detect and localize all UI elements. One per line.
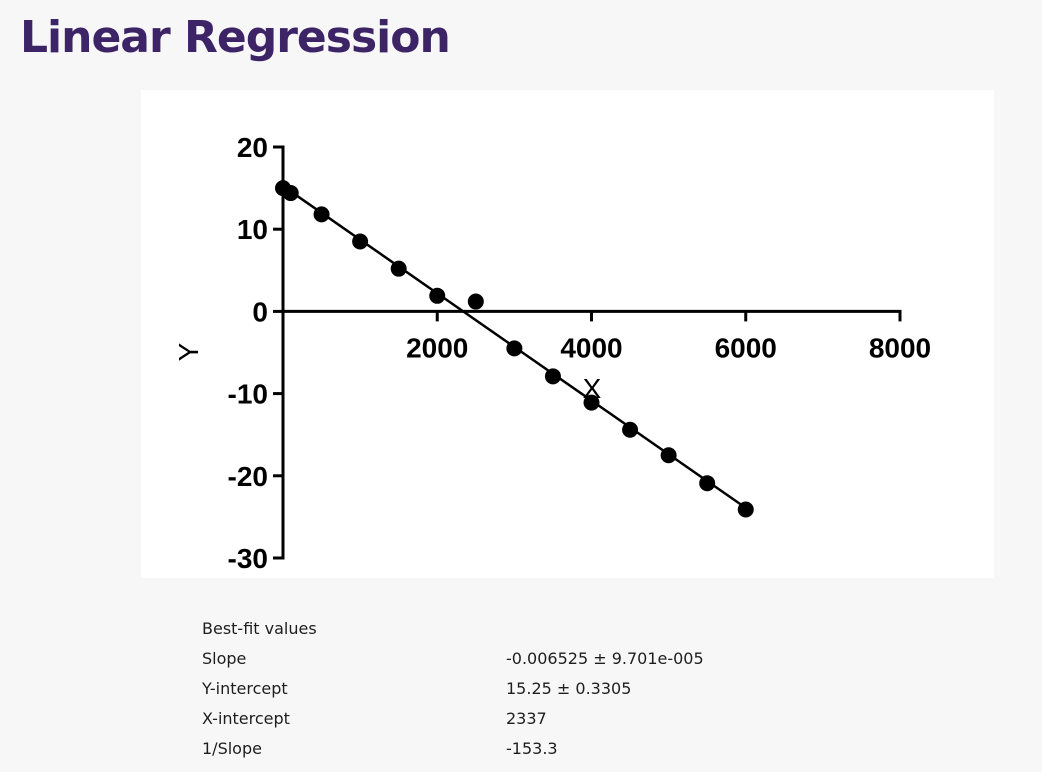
y-tick-label: -10: [228, 379, 268, 410]
data-point: [313, 206, 330, 223]
stats-value: 15.25 ± 0.3305: [506, 679, 632, 698]
data-point: [390, 260, 407, 277]
stats-label: Y-intercept: [202, 679, 288, 698]
data-point: [352, 233, 369, 250]
x-tick-label: 4000: [560, 332, 622, 363]
stats-row-slope: Slope -0.006525 ± 9.701e-005: [202, 644, 802, 674]
y-ticks: 20 10 0 -10 -20 -30: [228, 132, 283, 574]
y-tick-label: -20: [228, 461, 268, 492]
data-point: [429, 287, 446, 304]
page-title: Linear Regression: [20, 12, 451, 63]
stats-label: 1/Slope: [202, 739, 262, 758]
y-tick-label: 20: [237, 132, 268, 163]
data-points: [275, 180, 754, 518]
best-fit-header: Best-fit values: [202, 619, 317, 638]
stats-row-inverse-slope: 1/Slope -153.3: [202, 734, 802, 764]
y-tick-label: 10: [237, 214, 268, 245]
data-point: [467, 293, 484, 310]
stats-row-y-intercept: Y-intercept 15.25 ± 0.3305: [202, 674, 802, 704]
data-point: [583, 394, 600, 411]
data-point: [622, 421, 639, 438]
x-tick-label: 2000: [406, 332, 468, 363]
best-fit-table: Best-fit values Slope -0.006525 ± 9.701e…: [202, 614, 802, 764]
y-axis-label: Y: [173, 342, 204, 361]
x-tick-label: 8000: [869, 332, 931, 363]
data-point: [699, 475, 716, 492]
data-point: [660, 447, 677, 464]
stats-value: -0.006525 ± 9.701e-005: [506, 649, 704, 668]
x-tick-label: 6000: [715, 332, 777, 363]
data-point: [506, 340, 523, 357]
stats-label: Slope: [202, 649, 247, 668]
data-point: [282, 185, 299, 202]
y-tick-label: 0: [252, 296, 268, 327]
x-ticks: 2000 4000 6000 8000: [406, 311, 931, 363]
stats-value: 2337: [506, 709, 547, 728]
stats-row-x-intercept: X-intercept 2337: [202, 704, 802, 734]
data-point: [544, 368, 561, 385]
data-point: [737, 501, 754, 518]
stats-label: X-intercept: [202, 709, 290, 728]
y-tick-label: -30: [228, 543, 268, 574]
stats-value: -153.3: [506, 739, 558, 758]
x-axis-label: X: [583, 373, 602, 404]
